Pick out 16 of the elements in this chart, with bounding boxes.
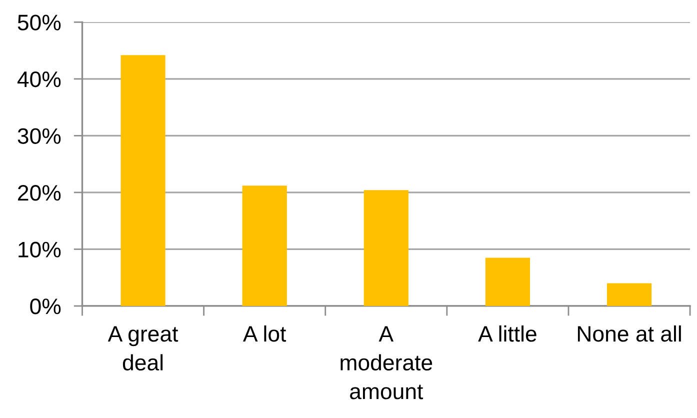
- x-tick-label: None at all: [578, 325, 681, 342]
- bar: [242, 186, 287, 306]
- y-tick-label: 0%: [30, 298, 61, 314]
- x-tick-label: A little: [478, 325, 536, 342]
- y-tick-label: 10%: [18, 242, 61, 258]
- x-tick-label: A great deal: [108, 326, 178, 371]
- y-tick-label: 20%: [18, 184, 61, 201]
- bar: [485, 258, 530, 306]
- y-tick-label: 40%: [17, 71, 61, 88]
- x-tick-label: A moderate amount: [340, 326, 432, 400]
- bar: [120, 55, 166, 306]
- bar: [364, 190, 408, 306]
- y-tick-label: 30%: [18, 128, 61, 144]
- x-tick-label: A lot: [243, 325, 286, 342]
- bar: [606, 283, 652, 306]
- y-tick-label: 50%: [18, 14, 61, 30]
